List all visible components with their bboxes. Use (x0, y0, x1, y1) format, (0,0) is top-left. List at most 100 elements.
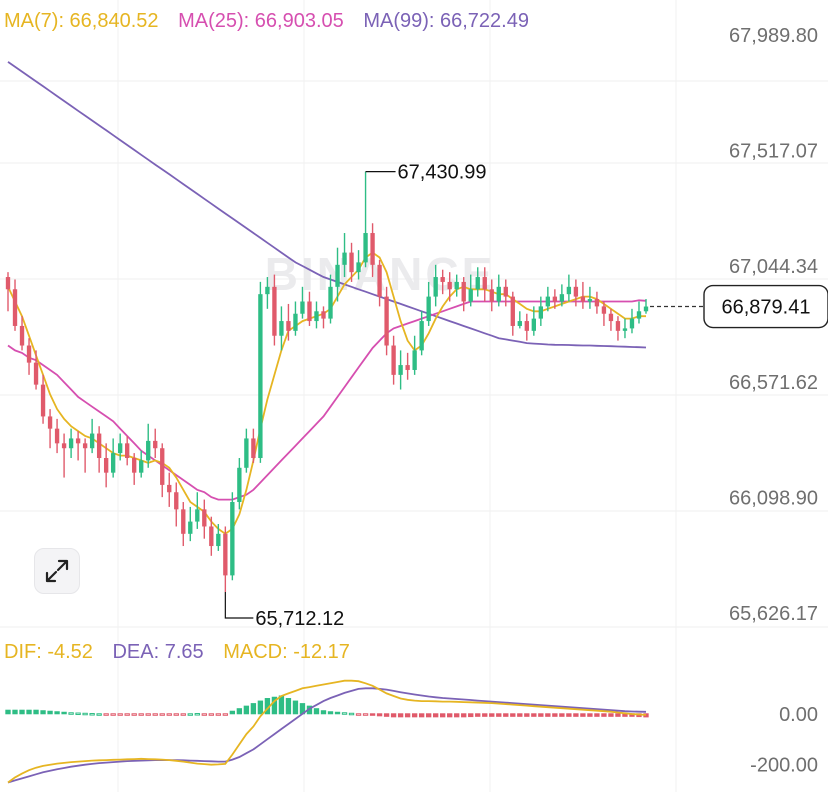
candle-up (475, 267, 480, 297)
candle-body (293, 313, 298, 331)
macd-hist-bar-down (138, 713, 144, 716)
macd-hist-bar-down (103, 713, 109, 716)
macd-hist-bar-down (159, 713, 165, 716)
candle-body (398, 365, 403, 375)
candle-up (426, 281, 431, 326)
candle-body (223, 533, 228, 576)
candle-down (615, 316, 621, 341)
candle-up (636, 301, 642, 324)
candle-down (5, 272, 11, 312)
macd-hist-bar-up (257, 700, 264, 715)
candle-body (47, 416, 53, 429)
candle-up (468, 274, 473, 307)
candle-body (118, 443, 123, 454)
macd-hist-bar-down (482, 713, 488, 717)
candle-body (19, 325, 25, 346)
macd-hist-bar-up (26, 709, 32, 715)
macd-hist-bar-down (475, 713, 481, 717)
candle-up (412, 335, 417, 375)
candle-up (279, 306, 284, 351)
expand-button[interactable] (34, 548, 80, 594)
candle-body (33, 362, 39, 385)
macd-hist-bar-down (545, 713, 551, 717)
candle-body (377, 264, 382, 297)
candle-up (419, 311, 424, 356)
candle-body (517, 321, 522, 326)
macd-hist-bar-down (489, 713, 495, 717)
candle-body (279, 321, 284, 336)
candle-up (629, 308, 635, 334)
candle-up (258, 281, 263, 463)
candle-down (580, 281, 586, 309)
dea-line (7, 687, 647, 784)
candle-down (223, 526, 228, 592)
ma7-legend: MA(7): 66,840.52 (4, 10, 159, 32)
macd-hist-bar-down (124, 713, 130, 716)
candle-body (608, 313, 614, 322)
candle-body (321, 311, 326, 319)
candle-body (482, 277, 487, 290)
macd-hist-bar-up (33, 709, 39, 715)
candle-body (125, 443, 130, 459)
candle-body (475, 277, 480, 290)
candle-down (489, 279, 494, 312)
macd-hist-bar-down (110, 713, 116, 716)
candle-up (293, 301, 298, 336)
candle-body (258, 294, 263, 459)
candle-body (461, 281, 466, 302)
ma25-legend: MA(25): 66,903.05 (178, 10, 344, 32)
candle-body (146, 440, 151, 461)
macd-hist-bar-up (229, 710, 236, 715)
candle-down (405, 352, 410, 380)
candle-body (237, 467, 242, 503)
candle-body (489, 289, 494, 302)
candle-body (5, 277, 11, 290)
candle-body (573, 286, 579, 297)
macd-hist-bar-down (173, 713, 179, 716)
candle-down (47, 409, 53, 449)
candle-up (265, 277, 270, 309)
macd-hist-bar-down (573, 713, 579, 717)
candle-body (195, 509, 200, 522)
macd-hist-bar-up (278, 695, 285, 715)
candle-body (356, 262, 361, 273)
macd-hist-bar-down (496, 713, 502, 717)
macd-hist-bar-down (538, 713, 544, 717)
candle-up (587, 286, 593, 309)
candle-body (335, 264, 340, 287)
current-price-tag (703, 284, 828, 329)
candle-body (391, 345, 396, 375)
candle-up (566, 274, 572, 302)
candle-body (538, 306, 544, 319)
candle-body (594, 299, 600, 307)
macd-hist-bar-down (580, 713, 586, 717)
candle-up (517, 311, 522, 329)
candle-down (33, 350, 39, 390)
macd-hist-bar-down (215, 713, 222, 716)
candle-up (110, 438, 116, 478)
candle-up (531, 306, 536, 336)
candle-down (307, 291, 312, 326)
macd-hist-bar-down (552, 713, 558, 717)
candle-body (510, 296, 515, 326)
candle-down (103, 443, 109, 488)
ma99-legend: MA(99): 66,722.49 (363, 10, 529, 32)
candle-up (363, 171, 368, 268)
candle-down (96, 426, 102, 473)
candle-body (202, 509, 207, 527)
candle-body (89, 433, 95, 449)
macd-tick-label: 0.00 (779, 704, 818, 726)
candle-body (531, 318, 536, 331)
candle-up (89, 418, 95, 454)
dif-legend: DIF: -4.52 (4, 641, 93, 663)
candle-down (552, 289, 558, 309)
candle-down (601, 301, 607, 326)
candle-body (110, 453, 116, 473)
candle-body (181, 509, 186, 534)
candle-up (244, 428, 249, 473)
candle-down (482, 267, 487, 302)
macd-hist-bar-down (376, 713, 383, 717)
candle-body (349, 252, 354, 273)
